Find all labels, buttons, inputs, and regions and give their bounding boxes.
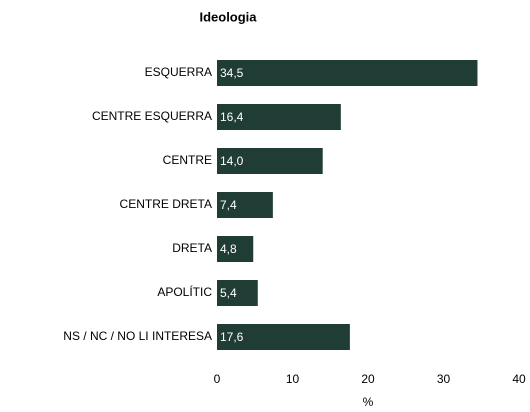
bar: [217, 104, 341, 130]
x-tick-label: 20: [361, 372, 375, 386]
bar: [217, 192, 273, 218]
y-tick-label: ESQUERRA: [145, 65, 212, 79]
y-tick-label: CENTRE ESQUERRA: [92, 109, 212, 123]
value-label: 34,5: [220, 66, 244, 80]
value-label: 4,8: [220, 242, 237, 256]
y-tick-label: CENTRE: [163, 153, 212, 167]
value-label: 16,4: [220, 110, 244, 124]
x-tick-label: 30: [437, 372, 451, 386]
bar: [217, 324, 350, 350]
bar: [217, 148, 323, 174]
y-tick-label: NS / NC / NO LI INTERESA: [63, 329, 212, 343]
value-label: 5,4: [220, 286, 237, 300]
chart-title: Ideologia: [199, 9, 257, 24]
bar: [217, 280, 258, 306]
bar: [217, 236, 254, 262]
x-tick-label: 40: [512, 372, 526, 386]
value-label: 7,4: [220, 198, 237, 212]
y-tick-label: APOLÍTIC: [157, 284, 212, 299]
x-tick-label: 10: [286, 372, 300, 386]
y-tick-label: CENTRE DRETA: [120, 197, 212, 211]
x-tick-label: 0: [214, 372, 221, 386]
value-label: 17,6: [220, 330, 244, 344]
bar: [217, 60, 478, 86]
value-label: 14,0: [220, 154, 244, 168]
y-tick-label: DRETA: [172, 241, 212, 255]
x-axis-label: %: [363, 395, 374, 409]
